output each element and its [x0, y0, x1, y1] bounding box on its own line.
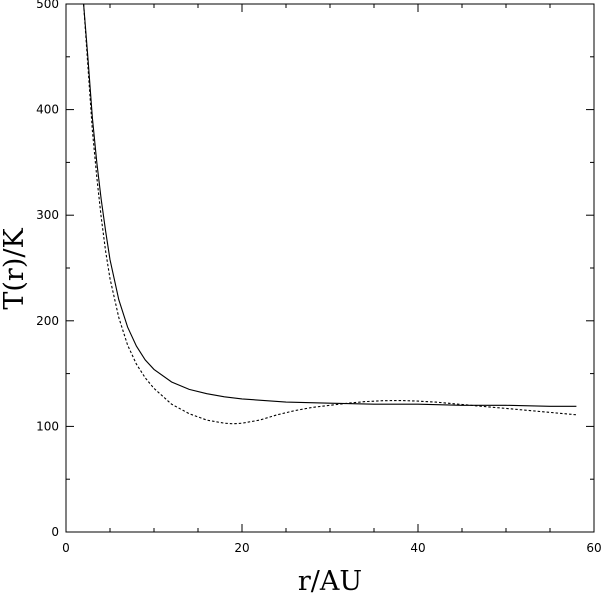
y-tick-label: 200	[36, 314, 59, 328]
series-line-solid	[83, 3, 577, 407]
x-tick-label: 20	[234, 541, 249, 555]
axis-ticks	[65, 3, 595, 533]
x-tick-label: 60	[586, 541, 601, 555]
y-tick-label: 0	[51, 525, 59, 539]
y-tick-label: 500	[36, 0, 59, 11]
x-axis-title: r/AU	[298, 566, 362, 597]
y-tick-label: 300	[36, 208, 59, 222]
tick-labels: 0 20 40 60 0 100 200 300 400 500	[36, 0, 602, 555]
x-tick-label: 40	[410, 541, 425, 555]
y-axis-title: T(r)/K	[0, 228, 30, 310]
series-layer	[83, 3, 577, 425]
series-line-dashed	[83, 3, 577, 425]
y-tick-label: 100	[36, 419, 59, 433]
plot-frame	[65, 3, 595, 533]
y-tick-label: 400	[36, 103, 59, 117]
x-tick-label: 0	[62, 541, 70, 555]
